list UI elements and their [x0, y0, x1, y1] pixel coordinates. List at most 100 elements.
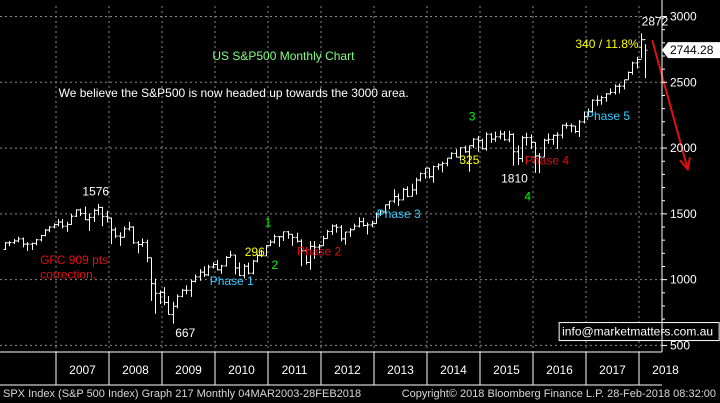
annotation-label: Phase 5	[586, 109, 630, 123]
annotation-label: 325	[459, 153, 479, 167]
email-box	[558, 322, 720, 342]
ohlc-bar	[352, 223, 357, 231]
y-tick-label: 2500	[670, 75, 697, 89]
ohlc-bar	[92, 208, 97, 222]
forecast-arrow-shaft	[651, 39, 689, 170]
ohlc-bar	[264, 245, 269, 257]
ohlc-bar	[3, 242, 8, 251]
ohlc-bar	[405, 186, 410, 198]
ohlc-bar	[454, 149, 459, 158]
annotation-label: GFC 909 pts	[40, 253, 108, 267]
ohlc-bar	[613, 84, 618, 95]
ohlc-bar	[30, 242, 35, 251]
annotation-label: 1576	[82, 184, 109, 198]
ohlc-bar	[153, 278, 158, 314]
ohlc-bar	[162, 287, 167, 306]
ohlc-bar	[149, 257, 154, 301]
ohlc-bar	[643, 39, 648, 79]
x-axis-band	[0, 352, 662, 386]
ohlc-bar	[34, 238, 39, 246]
ohlc-bar	[171, 301, 176, 324]
ohlc-bar	[357, 217, 362, 228]
ohlc-bar	[555, 132, 560, 150]
ohlc-bar	[237, 262, 242, 277]
y-tick-label: 3000	[670, 10, 697, 24]
annotation-label: 340 / 11.8%.	[575, 37, 642, 51]
ohlc-bar	[542, 138, 547, 158]
ohlc-bar	[43, 228, 48, 237]
ohlc-bar	[383, 204, 388, 214]
ohlc-bar	[60, 218, 65, 229]
ohlc-bar	[348, 228, 353, 237]
annotation-label: info@marketmatters.com.au	[562, 325, 713, 339]
ohlc-bar	[211, 262, 216, 269]
ohlc-bar	[113, 227, 118, 239]
ohlc-bar	[56, 219, 61, 227]
ohlc-bar	[387, 200, 392, 210]
x-tick-label: 2016	[546, 363, 573, 377]
y-tick-label: 1500	[670, 207, 697, 221]
ohlc-bar	[122, 226, 127, 238]
ohlc-bar	[502, 131, 507, 141]
ohlc-bar	[560, 124, 565, 139]
annotation-label: 2	[272, 258, 279, 272]
ohlc-bar	[69, 214, 74, 225]
ohlc-bar	[325, 229, 330, 240]
ohlc-bar	[136, 240, 141, 254]
ohlc-bar	[140, 238, 145, 247]
ohlc-bar	[83, 206, 88, 221]
ohlc-bar	[334, 224, 339, 233]
ohlc-bar	[595, 95, 600, 106]
ohlc-bar	[493, 131, 498, 142]
x-tick-label: 2018	[652, 363, 679, 377]
ohlc-bar	[39, 234, 44, 242]
y-tick-label: 1000	[670, 273, 697, 287]
x-tick-label: 2007	[69, 363, 96, 377]
chart: US S&P500 Monthly Chart We believe the S&…	[0, 0, 720, 386]
ohlc-bar	[304, 249, 309, 265]
chart-title: US S&P500 Monthly Chart	[212, 49, 355, 63]
ohlc-bar	[233, 254, 238, 275]
ohlc-bar	[127, 221, 132, 231]
ohlc-bar	[242, 263, 247, 279]
ohlc-bar	[308, 241, 313, 270]
ohlc-bar	[12, 238, 17, 245]
ohlc-bar	[599, 95, 604, 105]
ohlc-bar	[370, 220, 375, 228]
ohlc-bar	[396, 193, 401, 206]
ohlc-bar	[189, 279, 194, 297]
ohlc-bar	[259, 249, 264, 257]
ohlc-bar	[224, 255, 229, 267]
x-tick-label: 2011	[282, 363, 308, 377]
ohlc-bar	[16, 236, 21, 243]
ohlc-bar	[511, 133, 516, 166]
forecast-arrow-head	[679, 157, 691, 172]
ohlc-bar	[520, 135, 525, 163]
ohlc-bar	[431, 165, 436, 183]
ohlc-bar	[537, 153, 542, 174]
annotation-label: 296	[245, 245, 265, 259]
ohlc-bar	[630, 61, 635, 75]
ohlc-bar	[484, 132, 489, 151]
ohlc-bar	[193, 274, 198, 283]
ohlc-bar	[480, 138, 485, 150]
ohlc-bar	[175, 294, 180, 309]
ohlc-bar	[281, 231, 286, 241]
annotation-label: 1810	[501, 171, 528, 185]
ohlc-bar	[436, 163, 441, 170]
x-tick-label: 2014	[440, 363, 467, 377]
ohlc-bar	[586, 108, 591, 118]
ohlc-bar	[445, 157, 450, 167]
ohlc-bar	[427, 167, 432, 179]
ohlc-bar	[25, 242, 30, 251]
ohlc-bar	[215, 259, 220, 271]
ohlc-bar	[378, 209, 383, 216]
ohlc-bar	[608, 88, 613, 95]
ohlc-bar	[418, 172, 423, 182]
ohlc-bar	[255, 253, 260, 263]
ohlc-bar	[145, 239, 150, 263]
ohlc-bar	[299, 239, 304, 267]
ohlc-bar	[251, 259, 256, 275]
ohlc-bar	[590, 99, 595, 113]
x-tick-label: 2015	[493, 363, 520, 377]
